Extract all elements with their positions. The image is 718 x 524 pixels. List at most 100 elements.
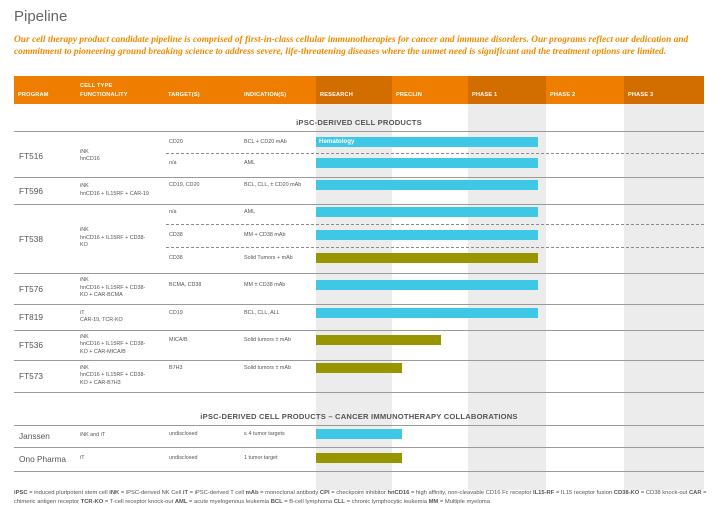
target-cell: undisclosed — [169, 455, 198, 461]
progress-bar — [316, 180, 538, 190]
program-name: FT536 — [19, 340, 43, 350]
cell-functionality: iNK hnCD16 — [80, 149, 166, 164]
program-divider — [14, 392, 704, 393]
target-cell: BCMA, CD38 — [169, 282, 202, 288]
functionality-line: hnCD16 + IL15RF + CD38- — [80, 372, 146, 379]
target-cell: CD38 — [169, 255, 183, 261]
header-targets: TARGET(S) — [168, 92, 200, 98]
cell-functionality: iNK hnCD16 + IL15RF + CD38- KO — [80, 227, 166, 249]
abbreviation-definition: = IL15 receptor fusion — [554, 490, 614, 496]
indication-cell: AML — [244, 160, 256, 166]
functionality-line: KO — [80, 242, 88, 249]
header-phase1: PHASE 1 — [468, 76, 546, 104]
progress-bar — [316, 207, 538, 217]
program-divider — [14, 471, 704, 472]
row-divider-dashed — [166, 153, 704, 154]
program-divider — [14, 330, 704, 331]
target-cell: CD20 — [169, 139, 183, 145]
target-cell: undisclosed — [169, 431, 198, 437]
abbreviation-definition: = monoclonal antibody — [258, 490, 320, 496]
abbreviation-definition: = Multiple myeloma — [438, 498, 490, 505]
abbreviation-term: iT — [182, 490, 188, 496]
abbreviation-definition: = CD38 knock-out — [639, 490, 689, 496]
abbreviation-definition: = high affinity, non-cleavable CD16 Fc r… — [409, 490, 534, 496]
section-divider — [14, 131, 704, 132]
indication-cell: ≤ 4 tumor targets — [244, 431, 285, 437]
section-divider — [14, 425, 704, 426]
abbreviation-definition: = T-cell receptor knock-out — [103, 498, 175, 505]
indication-cell: AML — [244, 209, 256, 215]
functionality-line: KO + CAR-B7H3 — [80, 379, 121, 386]
functionality-line: KO + CAR-BCMA — [80, 292, 123, 299]
functionality-line: iNK — [80, 148, 89, 155]
abbreviation-definition: = chimeric antigen receptor — [14, 490, 707, 505]
header-indications: INDICATION(S) — [244, 92, 287, 98]
functionality-line: hnCD16 + IL15RF + CAR-19 — [80, 190, 149, 197]
abbreviation-term: iPSC — [14, 490, 28, 496]
functionality-line: KO + CAR-MICA/B — [80, 348, 126, 355]
header-cell-type: CELL TYPE FUNCTIONALITY — [80, 83, 128, 98]
cell-functionality: iNK hnCD16 + IL15RF + CD38- KO + CAR-B7H3 — [80, 365, 166, 387]
progress-bar — [316, 308, 538, 318]
abbreviation-definition: = iPSC-derived NK Cell — [119, 490, 183, 496]
program-name: FT538 — [19, 233, 43, 244]
target-cell: n/a — [169, 209, 177, 215]
functionality-line: CAR-19, TCR-KO — [80, 317, 123, 323]
abbreviation-term: CD38-KO — [613, 490, 640, 496]
progress-bar — [316, 453, 402, 463]
program-divider — [14, 447, 704, 448]
table-header: PROGRAM CELL TYPE FUNCTIONALITY TARGET(S… — [14, 76, 704, 104]
row-divider-dashed — [166, 224, 704, 225]
abbreviation-term: hnCD16 — [387, 490, 410, 496]
functionality-line: iT — [80, 309, 85, 316]
program-divider — [14, 304, 704, 305]
progress-bar — [316, 253, 538, 263]
header-program: PROGRAM — [18, 92, 49, 98]
abbreviation-definition: = induced pluripotent stem cell — [27, 490, 110, 496]
functionality-line: iNK and iT — [80, 432, 106, 439]
program-divider — [14, 360, 704, 361]
cell-functionality: iNK and iT — [80, 432, 166, 439]
target-cell: n/a — [169, 160, 177, 166]
program-name: FT573 — [19, 371, 43, 381]
functionality-line: iNK — [80, 364, 89, 371]
abbreviation-term: MM — [428, 498, 439, 505]
abbreviation-term: CLL — [333, 498, 345, 505]
cell-functionality: iT — [80, 455, 166, 462]
program-name: Janssen — [19, 431, 50, 441]
page-title: Pipeline — [14, 8, 68, 25]
indication-cell: Solid Tumors + mAb — [244, 255, 293, 261]
functionality-line: hnCD16 + IL15RF + CD38- — [80, 234, 146, 241]
functionality-line: hnCD16 + IL15RF + CD38- — [80, 284, 146, 291]
functionality-line: iNK — [80, 227, 89, 234]
abbreviation-definition: = checkpoint inhibitor — [329, 490, 388, 496]
indication-cell: BCL + CD20 mAb — [244, 139, 287, 145]
abbreviation-term: iNK — [109, 490, 120, 496]
header-phase3: PHASE 3 — [624, 76, 704, 104]
functionality-line: iNK — [80, 333, 89, 340]
indication-cell: 1 tumor target — [244, 455, 278, 461]
indication-cell: Solid tumors ± mAb — [244, 365, 291, 371]
cell-functionality: iNK hnCD16 + IL15RF + CAR-19 — [80, 183, 166, 198]
indication-cell: BCL, CLL, ± CD20 mAb — [244, 182, 302, 188]
progress-bar: Hematology — [316, 137, 538, 147]
functionality-line: iNK — [80, 183, 89, 190]
intro-paragraph: Our cell therapy product candidate pipel… — [14, 35, 689, 57]
abbreviation-term: CPI — [319, 490, 330, 496]
target-cell: CD19 — [169, 310, 183, 316]
program-name: FT819 — [19, 312, 43, 322]
abbreviation-term: AML — [174, 498, 188, 505]
abbreviation-definition: = chronic lymphocytic leukemia — [344, 498, 429, 505]
functionality-line: hnCD16 — [80, 156, 100, 162]
progress-bar — [316, 230, 538, 240]
therapeutic-area-label: Hematology — [319, 138, 355, 145]
target-cell: MICA/B — [169, 337, 188, 343]
program-name: Ono Pharma — [19, 454, 67, 464]
cell-functionality: iNK hnCD16 + IL15RF + CD38- KO + CAR-BCMA — [80, 277, 166, 299]
program-divider — [14, 177, 704, 178]
section-title: iPSC-DERIVED CELL PRODUCTS — [296, 118, 422, 127]
abbreviation-term: TCR-KO — [80, 498, 104, 505]
target-cell: CD19, CD20 — [169, 182, 200, 188]
phase3-column-band — [624, 104, 704, 490]
abbreviation-definition: = B-cell lymphoma — [282, 498, 334, 505]
